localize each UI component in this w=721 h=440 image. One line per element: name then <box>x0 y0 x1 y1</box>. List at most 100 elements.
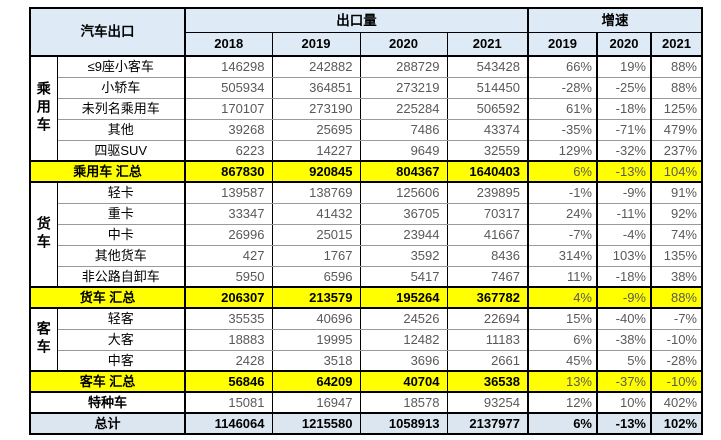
growth-cell: 19% <box>596 55 652 78</box>
volume-cell: 6223 <box>184 139 273 162</box>
volume-cell: 139587 <box>184 181 273 204</box>
volume-cell: 1146064 <box>184 412 273 435</box>
table-row: 客车 汇总 56846 64209 40704 36538 13% -37% -10% <box>29 370 703 393</box>
group-cell: 客车 <box>29 307 58 372</box>
growth-cell: -25% <box>596 76 652 99</box>
volume-cell: 867830 <box>184 160 273 183</box>
row-label: 总计 <box>29 412 186 435</box>
row-label: 客车 汇总 <box>29 370 186 393</box>
volume-cell: 41432 <box>271 202 361 225</box>
volume-year-2020: 2020 <box>359 31 448 57</box>
volume-cell: 506592 <box>446 97 529 120</box>
growth-cell: -13% <box>596 160 652 183</box>
growth-cell: 10% <box>596 391 652 414</box>
volume-cell: 364851 <box>271 76 361 99</box>
growth-cell: 66% <box>527 55 598 78</box>
growth-cell: -35% <box>527 118 598 141</box>
table-row: 中客 2428 3518 3696 2661 45% 5% -28% <box>30 349 703 372</box>
row-label: ≤9座小客车 <box>56 55 186 78</box>
growth-cell: 24% <box>527 202 598 225</box>
growth-cell: 88% <box>650 286 703 309</box>
growth-cell: 6% <box>527 328 598 351</box>
volume-cell: 3592 <box>359 244 448 267</box>
growth-cell: 103% <box>596 244 652 267</box>
growth-cell: 15% <box>527 307 598 330</box>
volume-cell: 9649 <box>359 139 448 162</box>
table-body: 乘用车 ≤9座小客车 146298 242882 288729 543428 66% 19% 8… <box>29 55 703 435</box>
growth-cell: -10% <box>650 370 703 393</box>
volume-cell: 2661 <box>446 349 529 372</box>
table-row: 客车 轻客 35535 40696 24526 22694 15% -40% -7% <box>29 307 703 372</box>
volume-cell: 35535 <box>184 307 273 330</box>
row-label: 特种车 <box>29 391 186 414</box>
growth-section-header: 增速 <box>527 7 703 33</box>
growth-cell: 38% <box>650 265 703 288</box>
volume-cell: 6596 <box>271 265 361 288</box>
row-label: 其他 <box>56 118 186 141</box>
growth-cell: 129% <box>527 139 598 162</box>
volume-cell: 5950 <box>184 265 273 288</box>
growth-cell: 135% <box>650 244 703 267</box>
growth-year-2021: 2021 <box>650 31 703 57</box>
volume-cell: 920845 <box>271 160 361 183</box>
growth-cell: 12% <box>527 391 598 414</box>
group-label: 货车 <box>35 215 52 252</box>
volume-cell: 36705 <box>359 202 448 225</box>
table-row: 小轿车 505934 364851 273219 514450 -28% -25% 88% <box>30 76 703 99</box>
volume-cell: 5417 <box>359 265 448 288</box>
growth-cell: 314% <box>527 244 598 267</box>
volume-cell: 15081 <box>184 391 273 414</box>
row-label: 乘用车 汇总 <box>29 160 186 183</box>
growth-cell: -4% <box>596 223 652 246</box>
volume-cell: 16947 <box>271 391 361 414</box>
volume-cell: 505934 <box>184 76 273 99</box>
growth-cell: 237% <box>650 139 703 162</box>
auto-export-table: 汽车出口 出口量 增速 2018 2019 2020 2021 2019 202… <box>29 7 703 435</box>
growth-cell: -9% <box>596 181 652 204</box>
volume-year-2021: 2021 <box>446 31 529 57</box>
volume-cell: 39268 <box>184 118 273 141</box>
growth-cell: 13% <box>527 370 598 393</box>
volume-cell: 1215580 <box>271 412 361 435</box>
table-row: 乘用车 ≤9座小客车 146298 242882 288729 543428 66% 19% 8… <box>29 55 703 162</box>
growth-cell: -10% <box>650 328 703 351</box>
volume-cell: 40704 <box>359 370 448 393</box>
row-label: 中卡 <box>56 223 186 246</box>
growth-cell: -37% <box>596 370 652 393</box>
volume-cell: 195264 <box>359 286 448 309</box>
volume-cell: 26996 <box>184 223 273 246</box>
growth-year-2020: 2020 <box>596 31 652 57</box>
volume-cell: 43374 <box>446 118 529 141</box>
growth-cell: -9% <box>596 286 652 309</box>
volume-cell: 543428 <box>446 55 529 78</box>
row-label: 轻客 <box>56 307 186 330</box>
table-row: 总计 1146064 1215580 1058913 2137977 6% -13% 102% <box>29 412 703 435</box>
volume-cell: 225284 <box>359 97 448 120</box>
table-row: 重卡 33347 41432 36705 70317 24% -11% 92% <box>30 202 703 225</box>
volume-cell: 3518 <box>271 349 361 372</box>
table-row: 特种车 15081 16947 18578 93254 12% 10% 402% <box>29 391 703 414</box>
growth-cell: 479% <box>650 118 703 141</box>
volume-cell: 2428 <box>184 349 273 372</box>
growth-cell: 4% <box>527 286 598 309</box>
volume-cell: 36538 <box>446 370 529 393</box>
table-row: 大客 18883 19995 12482 11183 6% -38% -10% <box>30 328 703 351</box>
table-header: 汽车出口 出口量 增速 2018 2019 2020 2021 2019 202… <box>29 7 703 57</box>
volume-cell: 18578 <box>359 391 448 414</box>
volume-cell: 25015 <box>271 223 361 246</box>
volume-cell: 239895 <box>446 181 529 204</box>
growth-cell: -71% <box>596 118 652 141</box>
volume-cell: 367782 <box>446 286 529 309</box>
volume-cell: 18883 <box>184 328 273 351</box>
volume-cell: 32559 <box>446 139 529 162</box>
volume-cell: 242882 <box>271 55 361 78</box>
volume-cell: 3696 <box>359 349 448 372</box>
growth-cell: -18% <box>596 265 652 288</box>
export-table-wrapper: 汽车出口 出口量 增速 2018 2019 2020 2021 2019 202… <box>29 7 703 435</box>
volume-year-2019: 2019 <box>271 31 361 57</box>
growth-cell: 88% <box>650 55 703 78</box>
row-label: 中客 <box>56 349 186 372</box>
growth-cell: 74% <box>650 223 703 246</box>
growth-cell: 92% <box>650 202 703 225</box>
table-row: 四驱SUV 6223 14227 9649 32559 129% -32% 237% <box>30 139 703 162</box>
